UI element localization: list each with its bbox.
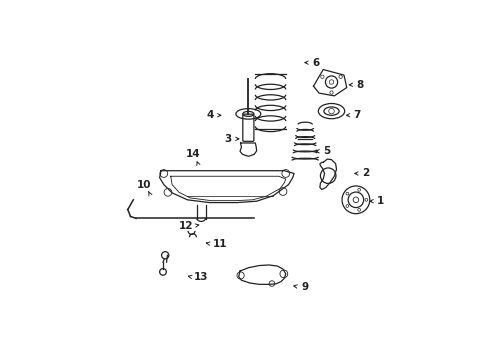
- Text: 7: 7: [354, 110, 361, 120]
- Text: 2: 2: [362, 168, 369, 179]
- Text: 1: 1: [377, 196, 385, 206]
- Text: 14: 14: [186, 149, 200, 159]
- Text: 10: 10: [137, 180, 151, 190]
- Text: 4: 4: [206, 110, 214, 120]
- Text: 8: 8: [356, 80, 364, 90]
- Text: 13: 13: [195, 273, 209, 283]
- Text: 5: 5: [323, 146, 330, 156]
- Text: 11: 11: [212, 239, 227, 249]
- Text: 12: 12: [178, 221, 193, 231]
- Text: 6: 6: [312, 58, 319, 68]
- Text: 3: 3: [224, 134, 232, 144]
- Text: 9: 9: [301, 282, 308, 292]
